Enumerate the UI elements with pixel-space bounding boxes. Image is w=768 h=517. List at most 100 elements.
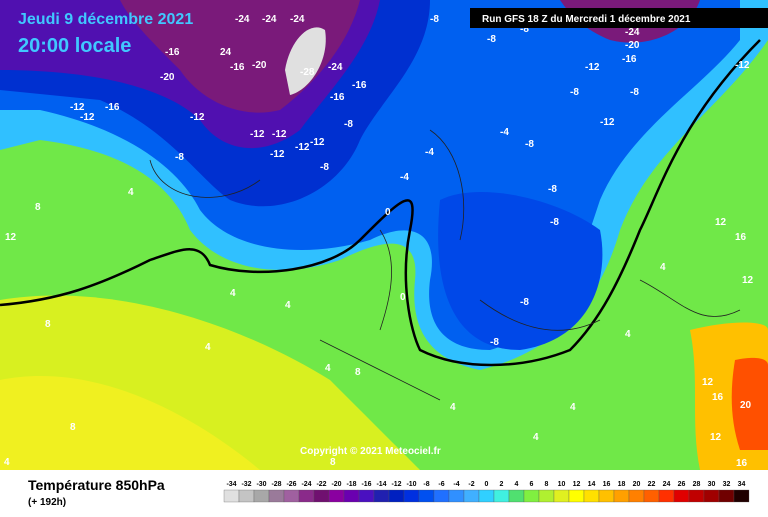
map (0, 0, 768, 470)
map-label: -12 (585, 62, 600, 73)
map-label: -16 (230, 62, 245, 73)
map-label: -8 (570, 87, 579, 98)
map-label: 4 (660, 262, 666, 273)
map-label: -12 (80, 112, 95, 123)
colorbar-swatch (658, 489, 675, 503)
map-label: -16 (165, 47, 180, 58)
colorbar-swatch (238, 489, 255, 503)
colorbar-label: 0 (485, 481, 489, 488)
colorbar-swatch (313, 489, 330, 503)
colorbar-label: 30 (708, 481, 716, 488)
colorbar-label: -30 (256, 481, 266, 488)
colorbar-swatch (628, 489, 645, 503)
colorbar-label: -20 (331, 481, 341, 488)
colorbar: -34 -32 -30 -28 -26 -24 -22 -20 -18 -16 -14 -12 -10-… (223, 481, 750, 503)
colorbar-swatch (283, 489, 300, 503)
map-label: -12 (310, 137, 325, 148)
map-label: -12 (295, 142, 310, 153)
map-label: 12 (702, 377, 714, 388)
map-label: -24 (290, 14, 305, 25)
map-label: -12 (272, 129, 287, 140)
map-label: 4 (325, 363, 331, 374)
colorbar-swatch (643, 489, 660, 503)
colorbar-label: -6 (438, 481, 444, 488)
map-label: -4 (500, 127, 509, 138)
colorbar-swatch (268, 489, 285, 503)
colorbar-label: 32 (723, 481, 731, 488)
colorbar-swatch (373, 489, 390, 503)
map-label: -12 (250, 129, 265, 140)
colorbar-label: 26 (678, 481, 686, 488)
map-label: 4 (230, 288, 236, 299)
map-label: -12 (735, 60, 750, 71)
colorbar-label: -24 (301, 481, 311, 488)
copyright: Copyright © 2021 Meteociel.fr (300, 446, 441, 457)
colorbar-label: -4 (453, 481, 459, 488)
map-label: 4 (450, 402, 456, 413)
colorbar-swatch (343, 489, 360, 503)
colorbar-label: -12 (391, 481, 401, 488)
colorbar-label: 34 (738, 481, 746, 488)
colorbar-label: -32 (241, 481, 251, 488)
map-label: 4 (625, 329, 631, 340)
colorbar-swatch (253, 489, 270, 503)
colorbar-swatch (568, 489, 585, 503)
map-label: -8 (490, 337, 499, 348)
map-label: -8 (520, 297, 529, 308)
map-label: 12 (715, 217, 727, 228)
map-label: 4 (570, 402, 576, 413)
colorbar-swatch (598, 489, 615, 503)
colorbar-label: 12 (573, 481, 581, 488)
map-label: -8 (487, 34, 496, 45)
map-label: 12 (742, 275, 754, 286)
date: Jeudi 9 décembre 2021 (18, 11, 193, 28)
colorbar-swatch (403, 489, 420, 503)
map-label: -8 (320, 162, 329, 173)
map-label: 4 (4, 457, 10, 468)
map-label: -24 (625, 27, 640, 38)
map-label: 20 (740, 400, 752, 411)
map-label: 8 (330, 457, 336, 468)
colorbar-label: -2 (468, 481, 474, 488)
colorbar-swatch (478, 489, 495, 503)
map-label: -16 (105, 102, 120, 113)
footer-title: Température 850hPa (28, 477, 165, 493)
colorbar-swatch (418, 489, 435, 503)
colorbar-swatch (673, 489, 690, 503)
colorbar-swatch (703, 489, 720, 503)
map-label: -28 (300, 67, 315, 78)
map-label: -20 (252, 60, 267, 71)
colorbar-label: 2 (500, 481, 504, 488)
colorbar-label: -10 (406, 481, 416, 488)
colorbar-swatch (388, 489, 405, 503)
map-label: -8 (630, 87, 639, 98)
colorbar-label: -34 (226, 481, 236, 488)
map-label: -8 (548, 184, 557, 195)
colorbar-swatch (523, 489, 540, 503)
colorbar-label: -28 (271, 481, 281, 488)
map-label: -20 (625, 40, 640, 51)
colorbar-swatch (358, 489, 375, 503)
map-label: -16 (352, 80, 367, 91)
time: 20:00 locale (18, 35, 131, 57)
colorbar-swatch (538, 489, 555, 503)
colorbar-swatch (223, 489, 240, 503)
map-label: -8 (344, 119, 353, 130)
map-label: 0 (385, 207, 391, 218)
map-label: -12 (270, 149, 285, 160)
run: Run GFS 18 Z du Mercredi 1 décembre 2021 (482, 14, 691, 25)
map-label: 16 (712, 392, 724, 403)
map-label: -8 (175, 152, 184, 163)
colorbar-swatch (553, 489, 570, 503)
map-label: -20 (160, 72, 175, 83)
colorbar-label: 20 (633, 481, 641, 488)
map-label: -24 (328, 62, 343, 73)
lead: (+ 192h) (28, 497, 66, 508)
colorbar-label: 4 (515, 481, 519, 488)
colorbar-label: 18 (618, 481, 626, 488)
map-label: -24 (262, 14, 277, 25)
map-label: -4 (425, 147, 434, 158)
colorbar-swatch (298, 489, 315, 503)
